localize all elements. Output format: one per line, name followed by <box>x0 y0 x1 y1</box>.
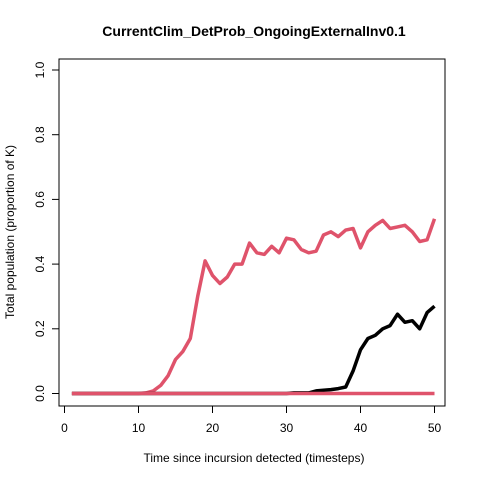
y-tick-label-1: 0.2 <box>33 320 47 337</box>
plot-area <box>71 218 437 396</box>
x-axis-label: Time since incursion detected (timesteps… <box>144 451 365 465</box>
y-tick-label-4: 0.8 <box>33 126 47 143</box>
y-tick-label-2: 0.4 <box>33 255 47 272</box>
y-tick-label-0: 0.0 <box>33 385 47 402</box>
x-tick-label-30: 30 <box>280 421 294 435</box>
y-tick-label-3: 0.6 <box>33 191 47 208</box>
x-tick-label-40: 40 <box>354 421 368 435</box>
x-tick-label-10: 10 <box>132 421 146 435</box>
plot-frame <box>58 58 446 407</box>
x-tick-label-20: 20 <box>206 421 220 435</box>
x-tick-label-50: 50 <box>428 421 442 435</box>
x-tick-label-0: 0 <box>61 421 68 435</box>
y-axis-label: Total population (proportion of K) <box>3 145 17 319</box>
chart-title: CurrentClim_DetProb_OngoingExternalInv0.… <box>102 23 406 39</box>
y-tick-label-5: 1.0 <box>33 61 47 78</box>
